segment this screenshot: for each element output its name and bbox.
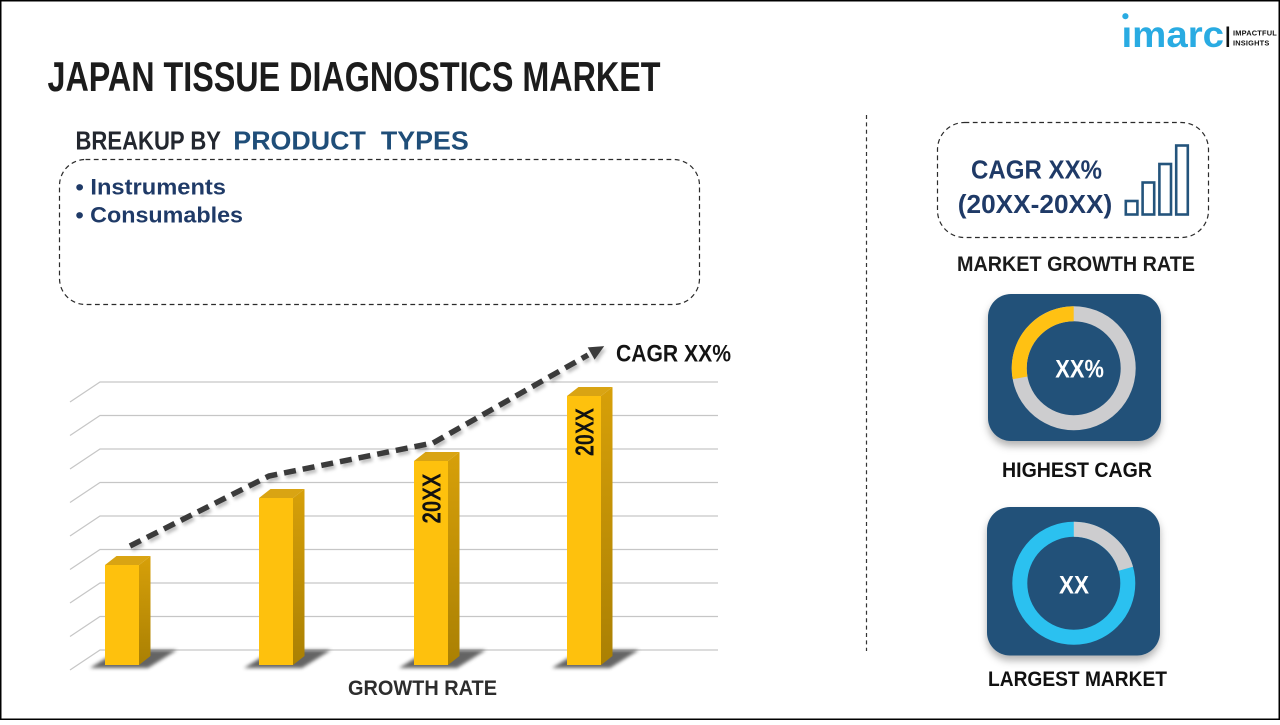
- svg-text:XX%: XX%: [1055, 356, 1104, 384]
- svg-text:20XX: 20XX: [419, 474, 447, 524]
- svg-text:JAPAN TISSUE DIAGNOSTICS MARKE: JAPAN TISSUE DIAGNOSTICS MARKET: [48, 53, 661, 100]
- svg-text:XX: XX: [1059, 571, 1089, 599]
- svg-text:CAGR XX%: CAGR XX%: [971, 155, 1102, 185]
- svg-text:20XX: 20XX: [572, 408, 600, 456]
- svg-text:LARGEST MARKET: LARGEST MARKET: [988, 667, 1167, 691]
- svg-text:• Consumables: • Consumables: [76, 203, 244, 228]
- svg-text:CAGR XX%: CAGR XX%: [616, 341, 731, 368]
- svg-text:• Instruments: • Instruments: [76, 175, 227, 200]
- svg-text:IMPACTFUL: IMPACTFUL: [1233, 28, 1277, 37]
- svg-text:(20XX-20XX): (20XX-20XX): [958, 189, 1113, 219]
- svg-text:GROWTH RATE: GROWTH RATE: [348, 677, 497, 700]
- svg-text:PRODUCT TYPES: PRODUCT TYPES: [233, 126, 468, 156]
- svg-text:BREAKUP BY: BREAKUP BY: [76, 126, 222, 156]
- svg-text:HIGHEST CAGR: HIGHEST CAGR: [1002, 458, 1152, 482]
- svg-text:ımarc: ımarc: [1122, 14, 1225, 55]
- svg-text:MARKET GROWTH RATE: MARKET GROWTH RATE: [957, 252, 1195, 276]
- svg-text:INSIGHTS: INSIGHTS: [1233, 38, 1270, 47]
